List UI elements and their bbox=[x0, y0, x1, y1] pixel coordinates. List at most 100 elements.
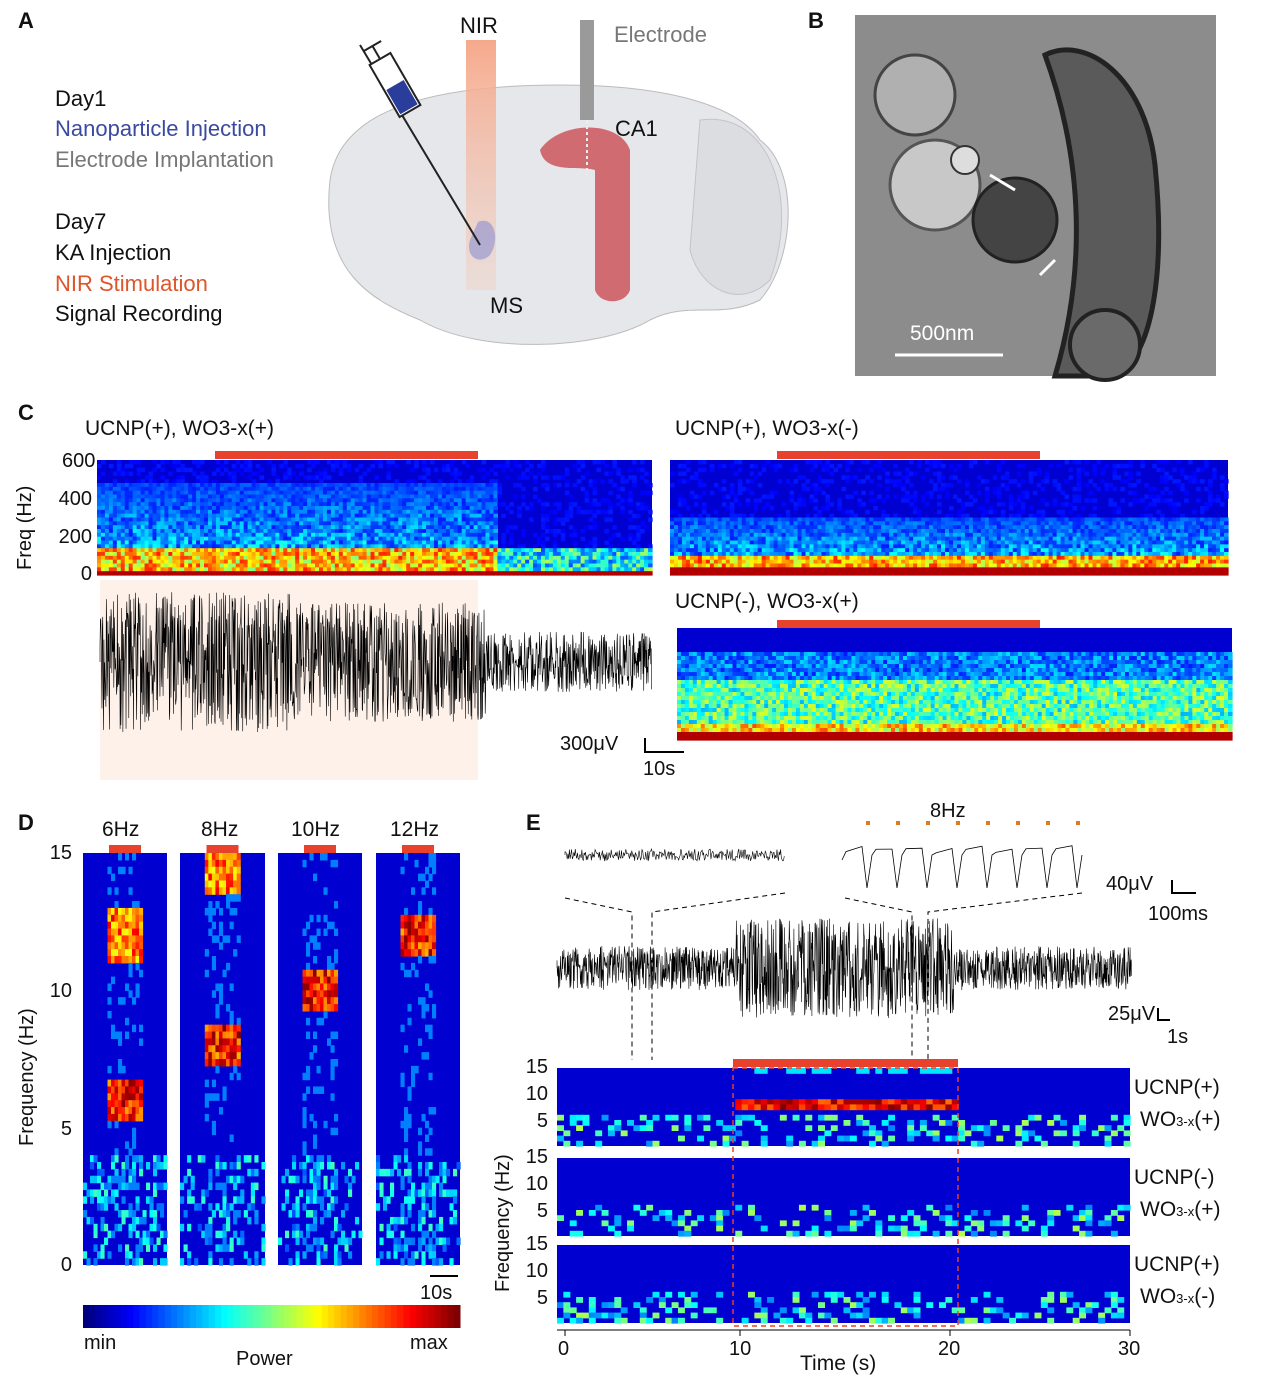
spectrogram-c1-cell bbox=[144, 571, 150, 576]
spectrogram-c1-cell bbox=[156, 521, 162, 526]
spectrogram-c1-cell bbox=[100, 483, 106, 488]
spectrogram-c1-cell bbox=[116, 494, 122, 499]
spectrogram-c1-cell bbox=[148, 525, 154, 530]
spectrogram-c1-cell bbox=[148, 483, 154, 488]
spectrogram-c1-cell bbox=[120, 483, 126, 488]
spectrogram-c1-cell bbox=[104, 494, 110, 499]
spectrogram-c1-cell bbox=[144, 544, 150, 549]
spectrogram-c1-cell bbox=[132, 529, 138, 534]
spectrogram-c1-cell bbox=[124, 536, 130, 542]
spectrogram-c1-cell bbox=[156, 532, 162, 538]
spectrogram-c1-cell bbox=[156, 517, 162, 522]
spectrogram-c1-cell bbox=[120, 552, 126, 557]
spectrogram-c1-cell bbox=[104, 552, 110, 557]
spectrogram-c1-cell bbox=[100, 552, 106, 557]
spectrogram-c1-cell bbox=[152, 571, 158, 576]
spectrogram-c1-cell bbox=[132, 563, 138, 568]
stimulation-bar bbox=[777, 620, 1040, 628]
electrode-shaft bbox=[580, 20, 594, 120]
spectrogram-c1-cell bbox=[128, 552, 134, 557]
spectrogram-c1-cell bbox=[160, 483, 165, 488]
spectrogram-c1-cell bbox=[108, 463, 114, 469]
spectrogram-c1-cell bbox=[104, 483, 110, 488]
spectrogram-c1-cell bbox=[108, 509, 114, 515]
spectrogram-c1-cell bbox=[120, 540, 126, 545]
spectrogram-c1-cell bbox=[136, 483, 142, 488]
spectrogram-c1-cell bbox=[100, 494, 106, 499]
spectrogram-c1-cell bbox=[148, 502, 154, 507]
spectrogram-c1-cell bbox=[97, 567, 102, 572]
spectrogram-c1-cell bbox=[97, 475, 102, 480]
spectrogram-c1-cell bbox=[152, 536, 158, 542]
spectrogram-c1-cell bbox=[128, 460, 134, 465]
spectrogram-c1-cell bbox=[112, 471, 118, 476]
spectrogram-c1-cell bbox=[124, 463, 130, 469]
spectrogram-title-1: UCNP(+), WO3-x(+) bbox=[85, 417, 274, 440]
spectrogram-c1-cell bbox=[140, 525, 146, 530]
spectrogram-c1-cell bbox=[144, 548, 150, 553]
spectrogram-c1-cell bbox=[152, 483, 158, 488]
spectrogram-c1-cell bbox=[160, 540, 165, 545]
spectrogram-c1-cell bbox=[156, 567, 162, 572]
spectrogram-c1-cell bbox=[124, 471, 130, 476]
spectrogram-c1-cell bbox=[128, 498, 134, 503]
spectrogram-c1-cell bbox=[124, 532, 130, 538]
spectrogram-c1-cell bbox=[112, 517, 118, 522]
spectrogram-c1-cell bbox=[116, 502, 122, 507]
spectrogram-c1-cell bbox=[116, 498, 122, 503]
spectrogram-c1-cell bbox=[140, 529, 146, 534]
spectrogram-c1-cell bbox=[100, 544, 106, 549]
spectrogram-c1-cell bbox=[108, 529, 114, 534]
spectrogram-c1-cell bbox=[152, 486, 158, 492]
spectrogram-c1-cell bbox=[97, 509, 102, 515]
spectrogram-c1-cell bbox=[156, 498, 162, 503]
spectrogram-c1-cell bbox=[112, 548, 118, 553]
spectrogram-c1-cell bbox=[112, 552, 118, 557]
syringe-icon bbox=[363, 40, 422, 119]
spectrogram-c1-cell bbox=[104, 517, 110, 522]
c-ytick: 200 bbox=[58, 526, 92, 548]
spectrogram-c1-cell bbox=[136, 529, 142, 534]
spectrogram-c1-cell bbox=[104, 571, 110, 576]
spectrogram-c1-cell bbox=[124, 502, 130, 507]
spectrogram-c1-cell bbox=[97, 494, 102, 499]
spectrogram-c1-cell bbox=[104, 567, 110, 572]
spectrogram-c1-cell bbox=[116, 555, 122, 561]
spectrogram-c1-cell bbox=[116, 544, 122, 549]
spectrogram-c1-cell bbox=[140, 532, 146, 538]
spectrogram-c1-cell bbox=[132, 571, 138, 576]
nir-label: NIR bbox=[460, 13, 498, 38]
spectrogram-c1-cell bbox=[120, 548, 126, 553]
spectrogram-c1-cell bbox=[97, 563, 102, 568]
spectrogram-c1-cell bbox=[100, 486, 106, 492]
spectrogram-c1-cell bbox=[148, 548, 154, 553]
spectrogram-c1-cell bbox=[112, 536, 118, 542]
spectrogram-c1-cell bbox=[160, 498, 165, 503]
spectrogram-c1-cell bbox=[108, 483, 114, 488]
spectrogram-c1-cell bbox=[148, 532, 154, 538]
spectrogram-c1-cell bbox=[108, 513, 114, 519]
spectrogram-c1-cell bbox=[144, 483, 150, 488]
spectrogram-c1-cell bbox=[97, 463, 102, 469]
spectrogram-c1-cell bbox=[104, 521, 110, 526]
spectrogram-c1-cell bbox=[132, 540, 138, 545]
spectrogram-c1-cell bbox=[144, 521, 150, 526]
spectrogram-c1-cell bbox=[148, 506, 154, 511]
spectrogram-c1-cell bbox=[108, 563, 114, 568]
spectrogram-c1-cell bbox=[100, 559, 106, 565]
nir-stimulation-label: NIR Stimulation bbox=[55, 271, 208, 296]
spectrogram-c1-cell bbox=[108, 567, 114, 572]
spectrogram-c1-cell bbox=[140, 521, 146, 526]
spectrogram-c1-cell bbox=[104, 509, 110, 515]
ca1-region bbox=[540, 127, 630, 302]
spectrogram-c1-cell bbox=[128, 521, 134, 526]
spectrogram-c1-cell bbox=[152, 567, 158, 572]
spectrogram-c1-cell bbox=[108, 494, 114, 499]
spectrogram-c1-cell bbox=[100, 540, 106, 545]
spectrogram-c1-cell bbox=[148, 479, 154, 484]
spectrogram-c1-cell bbox=[140, 479, 146, 484]
spectrogram-c1-cell bbox=[124, 540, 130, 545]
spectrogram-c1-cell bbox=[100, 521, 106, 526]
spectrogram-c1-cell bbox=[97, 529, 102, 534]
